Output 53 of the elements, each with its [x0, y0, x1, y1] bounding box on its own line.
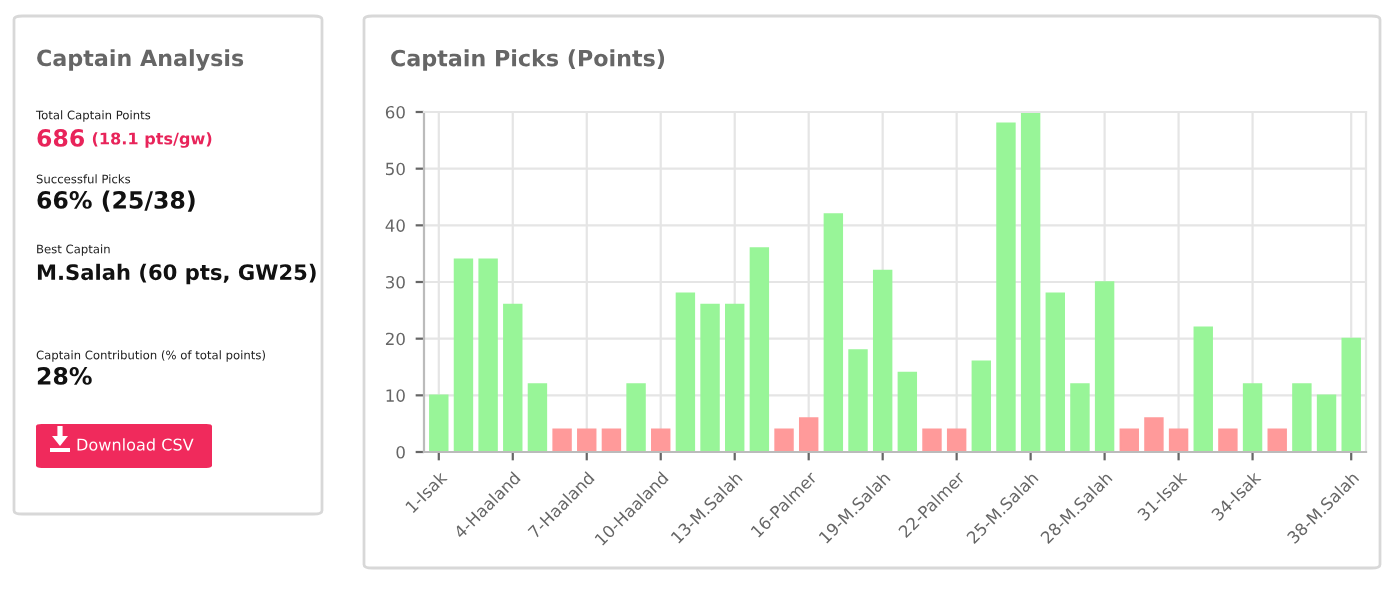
text: (18.1 pts/gw): [92, 132, 212, 148]
bar: [946, 428, 967, 452]
bar: [1267, 428, 1287, 452]
y-tick-label: 40: [385, 219, 405, 232]
bar: [996, 122, 1016, 452]
bar: [1242, 383, 1263, 452]
bar: [848, 349, 868, 452]
bar: [749, 247, 770, 452]
bar: [577, 428, 597, 452]
bar: [774, 428, 794, 452]
bar: [897, 371, 918, 452]
bar: [922, 428, 942, 452]
bar: [527, 383, 548, 452]
text: M.Salah (60 pts, GW25): [37, 263, 316, 285]
bar: [724, 303, 745, 452]
bar: [503, 303, 523, 452]
y-tick-label: 20: [385, 332, 405, 346]
bar: [823, 213, 844, 452]
text: 686: [37, 128, 85, 147]
bar: [872, 269, 893, 452]
bar: [453, 258, 474, 452]
bar: [552, 428, 572, 452]
text: Captain Analysis: [37, 49, 244, 71]
bar: [1045, 292, 1066, 452]
bar: [1020, 112, 1041, 452]
y-tick-label: 0: [396, 445, 405, 459]
bar: [1193, 326, 1213, 452]
bar: [1292, 383, 1312, 452]
bar: [700, 303, 720, 452]
bar: [651, 428, 671, 452]
text: 28%: [37, 366, 92, 385]
text: 66% (25/38): [37, 190, 195, 212]
bar: [1341, 337, 1361, 452]
bar: [798, 417, 819, 452]
bar: [1094, 281, 1115, 452]
bar: [601, 428, 622, 452]
bar: [478, 258, 498, 452]
y-tick-label: 30: [386, 275, 405, 289]
y-tick-label: 10: [386, 389, 405, 402]
bar: [675, 292, 696, 452]
y-tick-label: 50: [386, 162, 405, 176]
bar: [1119, 428, 1139, 452]
bar: [1168, 428, 1189, 452]
bar: [1144, 417, 1164, 452]
bar: [1316, 394, 1337, 452]
chart-title: Captain Picks (Points): [391, 49, 665, 71]
bar: [1070, 383, 1090, 452]
bar: [1218, 428, 1238, 452]
bar: [626, 383, 646, 452]
bar: [429, 394, 449, 452]
text: Download CSV: [77, 438, 194, 451]
bar: [971, 360, 992, 452]
y-tick-label: 60: [385, 105, 405, 119]
